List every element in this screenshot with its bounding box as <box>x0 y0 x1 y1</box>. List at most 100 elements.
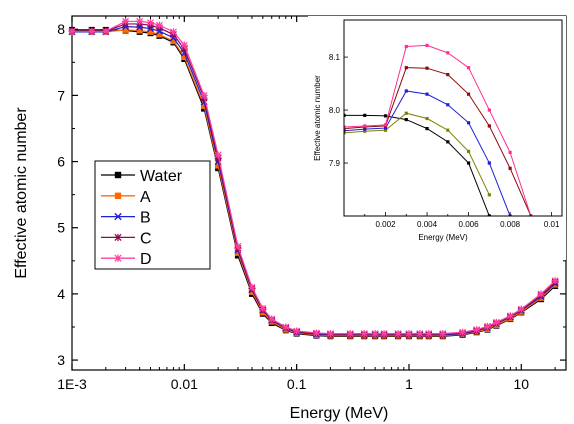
inset-series-line <box>344 112 490 196</box>
legend-item-b: B <box>101 210 151 227</box>
data-point <box>506 312 514 320</box>
inset-data-point <box>363 124 367 128</box>
inset-x-axis-title: Energy (MeV) <box>418 233 468 242</box>
inset-data-point <box>404 44 408 49</box>
inset-data-point <box>344 131 346 135</box>
data-point <box>68 27 76 35</box>
inset-series-line <box>344 44 532 216</box>
legend-item-c: C <box>101 230 152 247</box>
inset-series-line <box>344 114 490 216</box>
data-point <box>394 330 402 338</box>
inset-data-point <box>487 193 491 197</box>
inset-data-point <box>466 92 471 96</box>
main-plot: 1E-3 0.01 0.1 1 10 3 4 5 6 7 8 Energy (MeV) Effectiv… <box>13 15 567 422</box>
data-point <box>156 31 163 38</box>
inset-data-point <box>487 161 491 165</box>
inset-series-line <box>344 67 532 216</box>
data-point <box>169 28 177 36</box>
data-point <box>459 328 467 336</box>
data-point <box>234 242 242 250</box>
legend-label: D <box>140 251 152 268</box>
inset-background <box>308 16 566 260</box>
legend-label: Water <box>140 168 183 185</box>
x-tick-label: 0.1 <box>287 376 307 392</box>
data-point <box>259 304 267 312</box>
inset-data-point <box>446 128 450 132</box>
inset-series-d <box>344 43 533 216</box>
legend-item-a: A <box>101 189 151 206</box>
data-point <box>371 330 379 338</box>
inset-series-water <box>344 113 491 216</box>
inset-data-point <box>446 72 450 77</box>
inset-x-tick-label: 0.01 <box>544 220 560 229</box>
inset-y-tick-label: 8.1 <box>329 53 341 62</box>
data-point <box>360 330 368 338</box>
y-axis-title: Effective atomic number <box>13 107 30 279</box>
data-point <box>492 318 500 326</box>
data-point <box>234 249 241 256</box>
inset-data-point <box>466 66 471 70</box>
data-point <box>551 277 559 285</box>
inset-y-tick-label: 7.9 <box>329 159 341 168</box>
data-point <box>136 17 144 25</box>
data-point <box>537 290 545 298</box>
legend-label: A <box>140 189 151 206</box>
inset-x-tick-label: 0.004 <box>417 220 438 229</box>
inset-data-point <box>487 108 491 112</box>
inset-data-point <box>363 127 367 131</box>
data-point <box>215 162 222 169</box>
inset-x-tick-label: 0.002 <box>376 220 397 229</box>
data-point <box>214 151 222 159</box>
data-point <box>147 28 154 35</box>
inset-data-point <box>425 92 429 96</box>
data-point <box>155 21 163 29</box>
inset-plot: 0.002 0.004 0.006 0.008 0.01 7.9 8.0 8.1 Energy … <box>308 16 566 260</box>
inset-data-point <box>446 103 450 107</box>
data-point <box>102 27 110 35</box>
data-point <box>147 19 155 27</box>
inset-data-point <box>383 123 388 127</box>
data-point <box>200 91 208 99</box>
inset-data-point <box>363 129 367 133</box>
inset-data-point <box>508 150 512 155</box>
data-point <box>312 329 320 337</box>
inset-x-tick-label: 0.006 <box>459 220 480 229</box>
y-tick-label: 3 <box>57 352 65 368</box>
data-point <box>136 27 143 34</box>
data-point <box>122 17 130 25</box>
inset-data-point <box>404 89 408 93</box>
inset-data-point <box>404 117 408 122</box>
data-point <box>473 326 481 334</box>
inset-data-point <box>383 128 388 132</box>
inset-data-point <box>425 126 429 131</box>
inset-data-point <box>404 66 408 70</box>
data-point <box>326 330 334 338</box>
inset-data-point <box>383 114 388 118</box>
data-point <box>180 41 188 49</box>
inset-y-axis-title: Effective atomic number <box>313 75 322 161</box>
data-point <box>180 45 188 53</box>
inset-data-point <box>363 113 367 117</box>
inset-data-point <box>344 129 346 133</box>
inset-data-point <box>466 121 471 125</box>
inset-data-point <box>487 124 491 128</box>
data-point <box>380 330 388 338</box>
inset-data-point <box>425 116 429 121</box>
series-d <box>68 17 559 338</box>
data-point <box>439 330 447 338</box>
data-point <box>282 323 290 331</box>
inset-data-point <box>425 43 429 48</box>
data-point <box>122 26 129 33</box>
inset-frame <box>343 19 563 217</box>
inset-x-tick-label: 0.008 <box>500 220 521 229</box>
data-point <box>201 102 208 109</box>
inset-data-point <box>425 66 429 70</box>
y-tick-label: 6 <box>57 154 65 170</box>
data-point <box>268 315 276 323</box>
data-point <box>483 322 491 330</box>
inset-data-point <box>446 140 450 144</box>
x-axis-title: Energy (MeV) <box>290 405 389 422</box>
data-point <box>517 305 525 313</box>
data-point <box>293 327 301 335</box>
data-point <box>170 38 177 45</box>
